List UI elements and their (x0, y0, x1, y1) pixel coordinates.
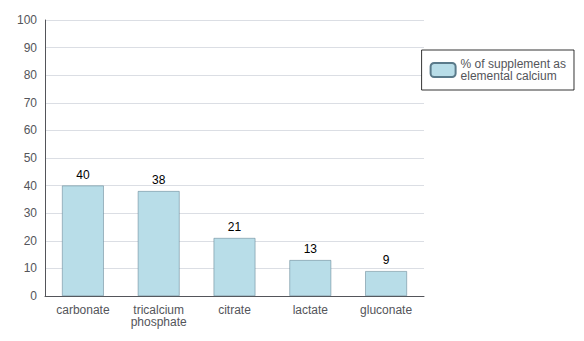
svg-text:10: 10 (24, 261, 38, 275)
svg-text:9: 9 (383, 253, 390, 267)
svg-text:21: 21 (228, 220, 242, 234)
svg-text:0: 0 (30, 289, 37, 303)
svg-text:38: 38 (152, 173, 166, 187)
svg-text:% of supplement as: % of supplement as (460, 57, 566, 71)
svg-text:gluconate: gluconate (360, 303, 412, 317)
svg-text:lactate: lactate (293, 303, 329, 317)
svg-text:20: 20 (24, 234, 38, 248)
svg-text:40: 40 (76, 168, 90, 182)
svg-text:90: 90 (24, 41, 38, 55)
svg-text:100: 100 (17, 13, 37, 27)
svg-text:50: 50 (24, 151, 38, 165)
svg-text:80: 80 (24, 68, 38, 82)
svg-text:13: 13 (304, 242, 318, 256)
svg-text:phosphate: phosphate (131, 315, 187, 329)
svg-text:carbonate: carbonate (56, 303, 110, 317)
svg-text:tricalcium: tricalcium (133, 303, 184, 317)
svg-text:40: 40 (24, 179, 38, 193)
svg-text:30: 30 (24, 206, 38, 220)
svg-text:citrate: citrate (218, 303, 251, 317)
svg-text:70: 70 (24, 96, 38, 110)
svg-text:elemental calcium: elemental calcium (461, 69, 557, 83)
svg-text:60: 60 (24, 123, 38, 137)
